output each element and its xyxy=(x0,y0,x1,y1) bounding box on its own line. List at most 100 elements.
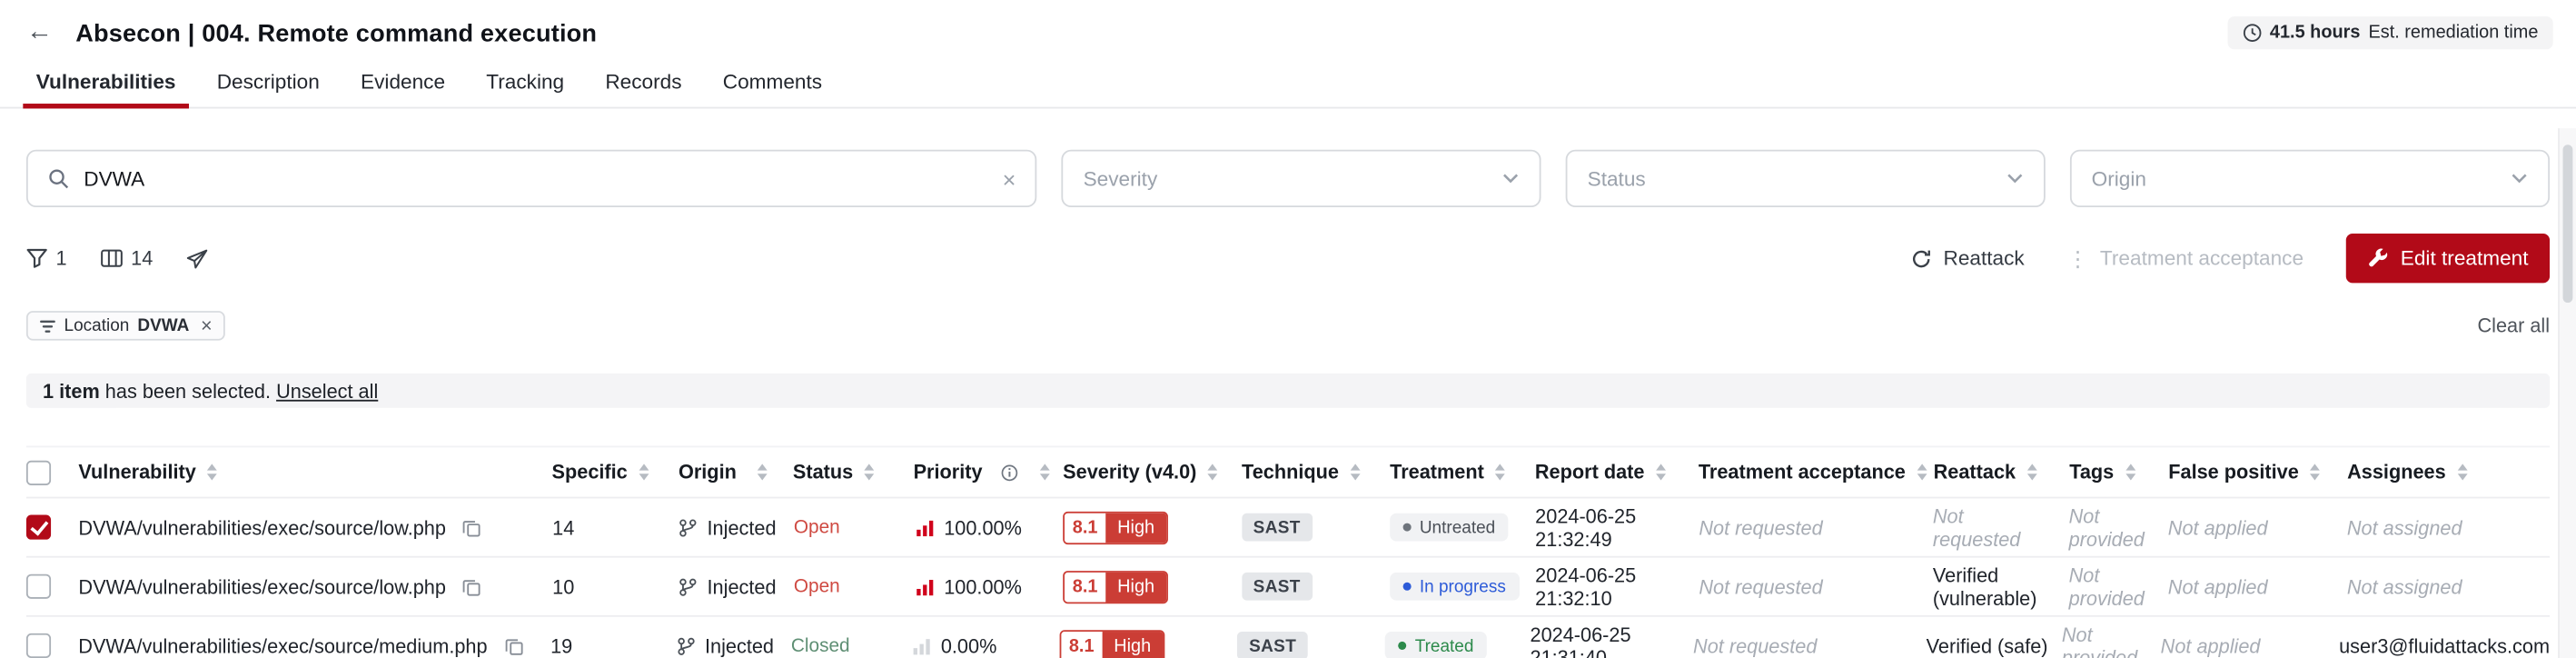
column-label: Origin xyxy=(678,460,737,484)
sort-icon[interactable] xyxy=(1656,464,1666,481)
sort-icon[interactable] xyxy=(1039,464,1050,481)
injected-origin-icon xyxy=(678,636,695,654)
sort-icon[interactable] xyxy=(2457,464,2468,481)
severity-score: 8.1 xyxy=(1064,512,1106,543)
sort-icon[interactable] xyxy=(2026,464,2037,481)
column-header-false-positive[interactable]: False positive xyxy=(2168,461,2347,484)
column-header-assignees[interactable]: Assignees xyxy=(2347,461,2550,484)
tags-value: Not provided xyxy=(2061,623,2138,658)
tab-tracking[interactable]: Tracking xyxy=(486,70,565,95)
vulnerability-path: DVWA/vulnerabilities/exec/source/low.php xyxy=(78,574,446,598)
search-input[interactable] xyxy=(84,166,988,191)
copy-icon[interactable] xyxy=(504,636,524,656)
column-header-specific[interactable]: Specific xyxy=(552,461,679,484)
report-date: 2024-06-25 xyxy=(1535,503,1637,528)
column-header-tags[interactable]: Tags xyxy=(2069,461,2168,484)
sort-icon[interactable] xyxy=(207,464,218,481)
cell-specific: 19 xyxy=(550,634,677,657)
funnel-icon xyxy=(26,248,47,268)
cell-assignees: Not assigned xyxy=(2347,515,2550,538)
edit-treatment-label: Edit treatment xyxy=(2400,246,2529,270)
search-clear-icon[interactable]: × xyxy=(1002,164,1016,192)
row-checkbox[interactable] xyxy=(25,633,52,658)
export-button[interactable] xyxy=(185,247,208,269)
sort-icon[interactable] xyxy=(2310,464,2321,481)
filters-button[interactable]: 1 xyxy=(26,247,67,270)
copy-icon[interactable] xyxy=(462,517,482,537)
status-value: Open xyxy=(793,517,840,537)
tab-comments[interactable]: Comments xyxy=(722,70,823,95)
status-filter-select[interactable]: Status xyxy=(1566,149,2046,208)
cell-severity: 8.1 High xyxy=(1062,570,1242,603)
sort-icon[interactable] xyxy=(1350,464,1361,481)
tab-records[interactable]: Records xyxy=(605,70,682,95)
severity-filter-select[interactable]: Severity xyxy=(1062,149,1541,208)
reattack-value: Verified (safe) xyxy=(1926,633,2048,658)
priority-value: 100.00% xyxy=(944,515,1022,539)
column-header-technique[interactable]: Technique xyxy=(1242,461,1390,484)
column-header-treatment-acceptance[interactable]: Treatment acceptance xyxy=(1699,461,1934,484)
tab-description[interactable]: Description xyxy=(216,70,320,95)
sort-icon[interactable] xyxy=(2125,464,2135,481)
info-icon[interactable] xyxy=(1000,464,1018,482)
column-label: Priority xyxy=(913,460,983,484)
sort-icon[interactable] xyxy=(1495,464,1506,481)
column-header-vulnerability[interactable]: Vulnerability xyxy=(78,461,551,484)
clear-all-button[interactable]: Clear all xyxy=(2477,314,2551,338)
scrollbar-thumb[interactable] xyxy=(2562,145,2573,304)
column-header-status[interactable]: Status xyxy=(793,461,914,484)
sort-icon[interactable] xyxy=(1917,464,1927,481)
column-header-severity[interactable]: Severity (v4.0) xyxy=(1063,461,1242,484)
selection-count: 1 item xyxy=(43,379,100,403)
cell-treatment-acceptance: Not requested xyxy=(1699,575,1932,598)
refresh-icon xyxy=(1912,249,1930,267)
tab-evidence[interactable]: Evidence xyxy=(361,70,446,95)
technique-badge: SAST xyxy=(1242,572,1313,601)
back-button[interactable]: ← xyxy=(25,17,53,46)
treatment-badge: Untreated xyxy=(1390,513,1509,542)
column-label: Vulnerability xyxy=(78,460,196,484)
reattack-value: Not requested xyxy=(1932,503,2021,551)
select-all-checkbox[interactable] xyxy=(25,459,52,485)
sort-icon[interactable] xyxy=(639,464,649,481)
reattack-button[interactable]: Reattack xyxy=(1910,247,2025,270)
copy-icon[interactable] xyxy=(462,576,482,596)
severity-level: High xyxy=(1105,512,1166,543)
origin-value: Injected xyxy=(707,574,777,598)
unselect-all-link[interactable]: Unselect all xyxy=(276,379,379,403)
filter-chip-location: Location DVWA × xyxy=(25,311,226,341)
treatment-badge: Treated xyxy=(1385,632,1487,658)
column-header-priority[interactable]: Priority xyxy=(914,461,1064,484)
selection-bar: 1 item has been selected. Unselect all xyxy=(25,373,2551,408)
cell-severity: 8.1 High xyxy=(1058,629,1237,658)
column-header-reattack[interactable]: Reattack xyxy=(1934,461,2070,484)
row-checkbox[interactable] xyxy=(25,514,52,540)
origin-filter-select[interactable]: Origin xyxy=(2070,149,2551,208)
chip-close-icon[interactable]: × xyxy=(201,314,213,338)
false-positive-value: Not applied xyxy=(2167,515,2268,539)
selection-message: has been selected. xyxy=(104,379,272,403)
wrench-icon xyxy=(2369,247,2388,266)
sort-icon[interactable] xyxy=(758,464,768,481)
row-checkbox[interactable] xyxy=(25,573,52,599)
vertical-dots-icon: ⋮ xyxy=(2066,245,2089,271)
cell-treatment: In progress xyxy=(1390,572,1535,601)
cell-assignees: Not assigned xyxy=(2347,575,2550,598)
column-label: Report date xyxy=(1534,460,1645,484)
status-filter-placeholder: Status xyxy=(1587,166,1646,191)
column-header-treatment[interactable]: Treatment xyxy=(1390,461,1535,484)
table-header-row: Vulnerability Specific Origin Status Pri… xyxy=(25,445,2551,499)
priority-value: 0.00% xyxy=(940,633,997,658)
sort-icon[interactable] xyxy=(1208,464,1218,481)
severity-filter-placeholder: Severity xyxy=(1083,166,1158,191)
edit-treatment-button[interactable]: Edit treatment xyxy=(2346,234,2551,284)
column-header-report-date[interactable]: Report date xyxy=(1535,461,1699,484)
status-value: Open xyxy=(793,576,840,597)
sort-icon[interactable] xyxy=(864,464,875,481)
treatment-acceptance-button[interactable]: ⋮ Treatment acceptance xyxy=(2067,247,2304,270)
tab-vulnerabilities[interactable]: Vulnerabilities xyxy=(23,65,189,109)
cell-technique: SAST xyxy=(1242,572,1390,601)
columns-button[interactable]: 14 xyxy=(100,247,153,270)
column-header-origin[interactable]: Origin xyxy=(679,461,793,484)
priority-bars-icon xyxy=(916,579,933,595)
